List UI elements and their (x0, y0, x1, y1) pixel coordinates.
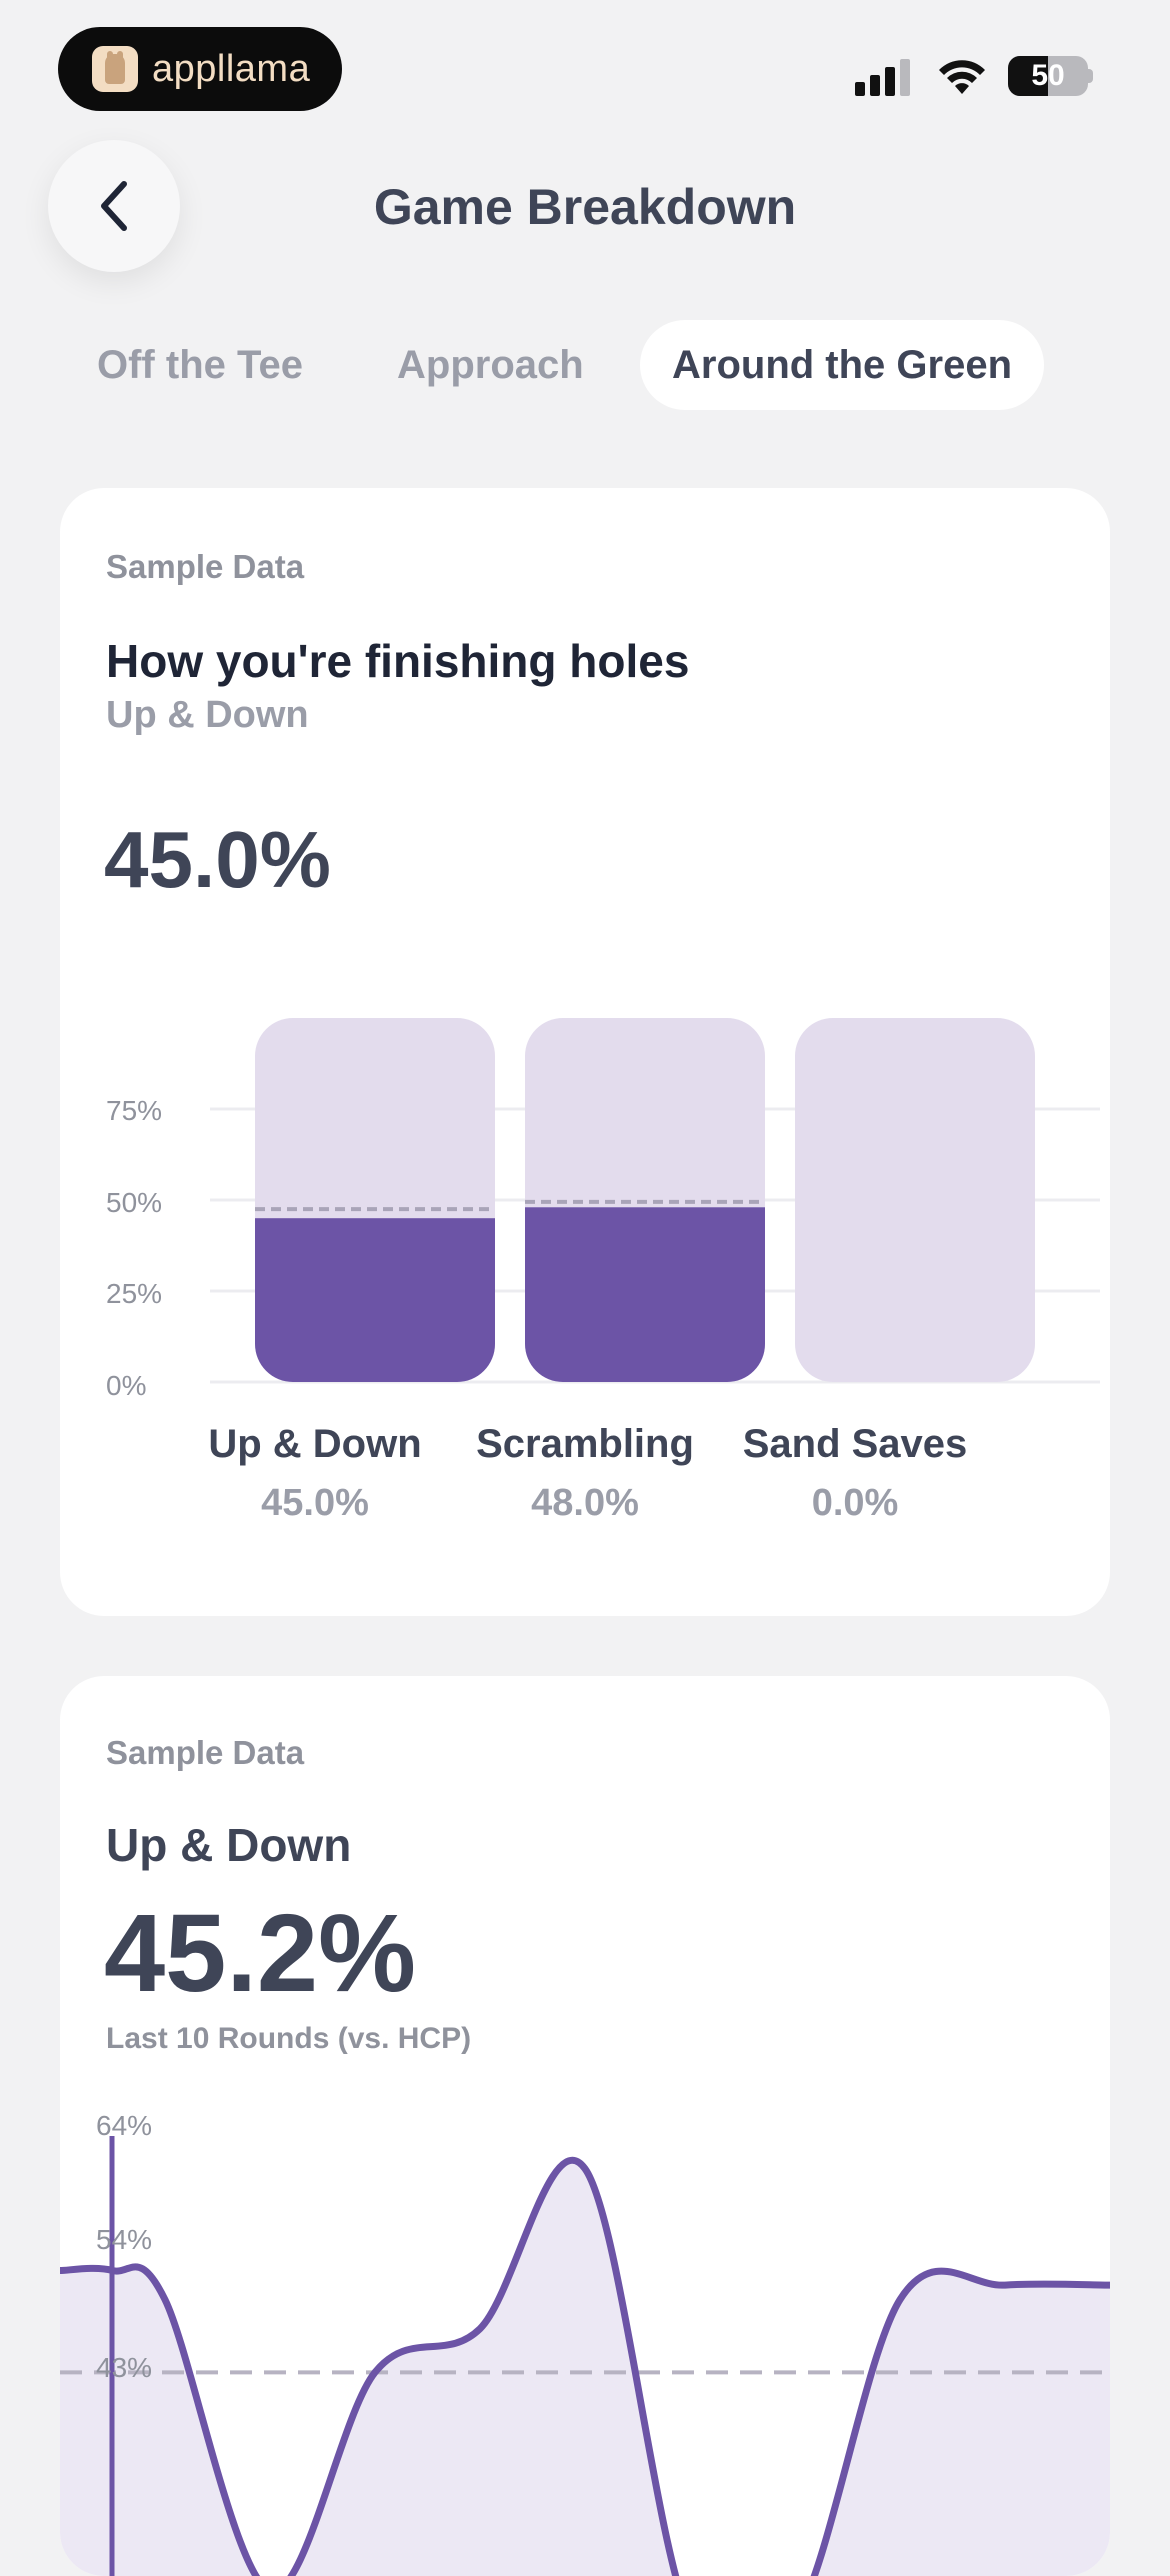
category-value-up-and-down: 45.0% (261, 1482, 369, 1524)
y-tick-label: 0% (106, 1370, 147, 1401)
cellular-signal-icon (855, 58, 915, 96)
finishing-bar-chart: 0% 25% 50% 75% Up & Down 45.0% Scramblin… (100, 1018, 1100, 1618)
category-label-sand-saves: Sand Saves (742, 1422, 968, 1466)
category-value-sand-saves: 0.0% (811, 1482, 899, 1524)
sample-data-label: Sample Data (106, 1734, 305, 1771)
app-badge-label: appllama (152, 47, 311, 90)
headline-value: 45.0% (104, 815, 331, 904)
card-title: How you're finishing holes (106, 635, 690, 687)
chevron-left-icon (101, 181, 127, 231)
y-tick-label: 54% (96, 2224, 153, 2255)
y-tick-label: 75% (106, 1095, 163, 1126)
battery-nub (1088, 69, 1093, 83)
llama-logo-icon (92, 46, 138, 92)
line-chart-svg (60, 2136, 1110, 2576)
bar-fill (255, 1218, 495, 1382)
category-label-scrambling: Scrambling (476, 1422, 694, 1466)
card-subtitle: Up & Down (106, 694, 309, 736)
battery-icon: 50 (1008, 56, 1088, 96)
card-subtitle: Last 10 Rounds (vs. HCP) (106, 2022, 472, 2055)
category-label-up-and-down: Up & Down (208, 1422, 422, 1466)
app-badge[interactable]: appllama (58, 27, 342, 111)
wifi-icon (939, 60, 985, 94)
finishing-holes-card: Sample Data How you're finishing holes U… (60, 488, 1110, 1616)
y-tick-label: 50% (106, 1187, 163, 1218)
page-title: Game Breakdown (373, 179, 797, 235)
category-value-scrambling: 48.0% (531, 1482, 639, 1524)
tab-off-the-tee[interactable]: Off the Tee (97, 343, 303, 387)
battery-level: 50 (1031, 59, 1065, 92)
sample-data-label: Sample Data (106, 548, 305, 585)
y-tick-label: 43% (96, 2352, 153, 2383)
bar-track (795, 1018, 1035, 1382)
series-line (60, 2156, 1110, 2576)
tab-around-the-green[interactable]: Around the Green (640, 320, 1045, 410)
y-tick-label: 64% (96, 2110, 153, 2141)
bar-chart-svg (210, 1018, 1100, 1384)
card-title: Up & Down (106, 1819, 352, 1871)
bar-fill (525, 1207, 765, 1382)
up-and-down-trend-card: Sample Data Up & Down 45.2% Last 10 Roun… (60, 1676, 1110, 2576)
y-tick-label: 25% (106, 1278, 163, 1309)
tab-approach[interactable]: Approach (397, 343, 584, 387)
headline-value: 45.2% (104, 1892, 416, 2015)
area-fill (60, 2160, 1110, 2576)
back-button[interactable] (48, 140, 180, 272)
up-and-down-line-chart: 64% 54% 43% (60, 2096, 1110, 2576)
